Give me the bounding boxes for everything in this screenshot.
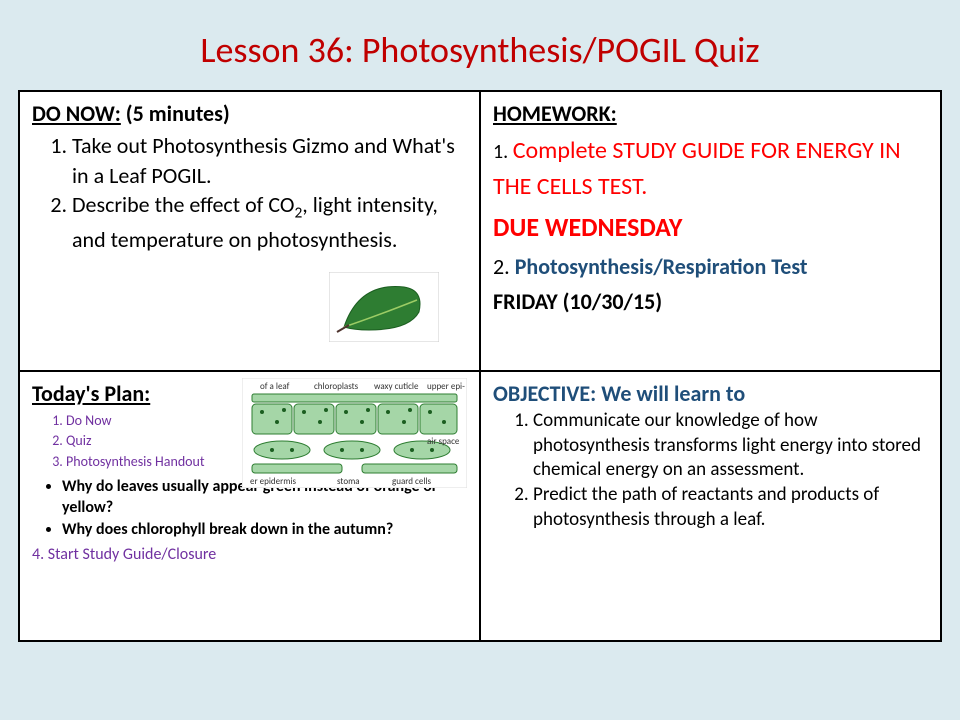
hw-prefix-2: 2. xyxy=(493,253,515,280)
objective-item: Predict the path of reactants and produc… xyxy=(533,483,930,532)
slide-title: Lesson 36: Photosynthesis/POGIL Quiz xyxy=(0,0,960,90)
homework-item-1: 1. Complete STUDY GUIDE FOR ENERGY IN TH… xyxy=(493,133,930,205)
objective-cell: OBJECTIVE: We will learn to Communicate … xyxy=(480,371,941,641)
svg-text:stoma: stoma xyxy=(337,476,360,487)
hw-text-2: Photosynthesis/Respiration Test xyxy=(515,253,808,280)
svg-text:er epidermis: er epidermis xyxy=(250,476,297,487)
homework-heading: HOMEWORK: xyxy=(493,100,930,127)
do-now-sub: (5 minutes) xyxy=(121,100,230,127)
svg-text:guard cells: guard cells xyxy=(392,476,431,487)
do-now-list: Take out Photosynthesis Gizmo and What's… xyxy=(72,131,469,254)
svg-text:waxy cuticle: waxy cuticle xyxy=(374,381,419,392)
objective-list: Communicate our knowledge of how photosy… xyxy=(533,409,930,532)
plan-question: Why does chlorophyll break down in the a… xyxy=(62,519,469,541)
do-now-item: Describe the effect of CO2, light intens… xyxy=(72,190,469,254)
homework-cell: HOMEWORK: 1. Complete STUDY GUIDE FOR EN… xyxy=(480,91,941,371)
homework-due: DUE WEDNESDAY xyxy=(493,211,930,243)
do-now-cell: DO NOW: (5 minutes) Take out Photosynthe… xyxy=(19,91,480,371)
hw-text-1: Complete STUDY GUIDE FOR ENERGY IN THE C… xyxy=(493,136,901,201)
do-now-heading: DO NOW: xyxy=(32,100,121,127)
objective-item: Communicate our knowledge of how photosy… xyxy=(533,409,930,483)
plan-last: 4. Start Study Guide/Closure xyxy=(32,545,469,564)
svg-text:of a leaf: of a leaf xyxy=(260,381,290,392)
plan-cell: Today's Plan: Do Now Quiz Photosynthesis… xyxy=(19,371,480,641)
do-now-heading-line: DO NOW: (5 minutes) xyxy=(32,100,469,127)
content-grid: DO NOW: (5 minutes) Take out Photosynthe… xyxy=(18,90,942,642)
homework-date: FRIDAY (10/30/15) xyxy=(493,288,930,315)
svg-text:chloroplasts: chloroplasts xyxy=(314,381,359,392)
leaf-cross-section-icon: of a leaf chloroplasts waxy cuticle uppe… xyxy=(242,378,467,488)
leaf-icon xyxy=(329,272,439,342)
svg-text:air space: air space xyxy=(427,436,460,447)
objective-heading: OBJECTIVE: We will learn to xyxy=(493,380,930,407)
homework-item-2: 2. Photosynthesis/Respiration Test xyxy=(493,253,930,280)
hw-prefix: 1. xyxy=(493,140,513,164)
do-now-item: Take out Photosynthesis Gizmo and What's… xyxy=(72,131,469,190)
svg-text:upper epi-: upper epi- xyxy=(427,381,465,392)
